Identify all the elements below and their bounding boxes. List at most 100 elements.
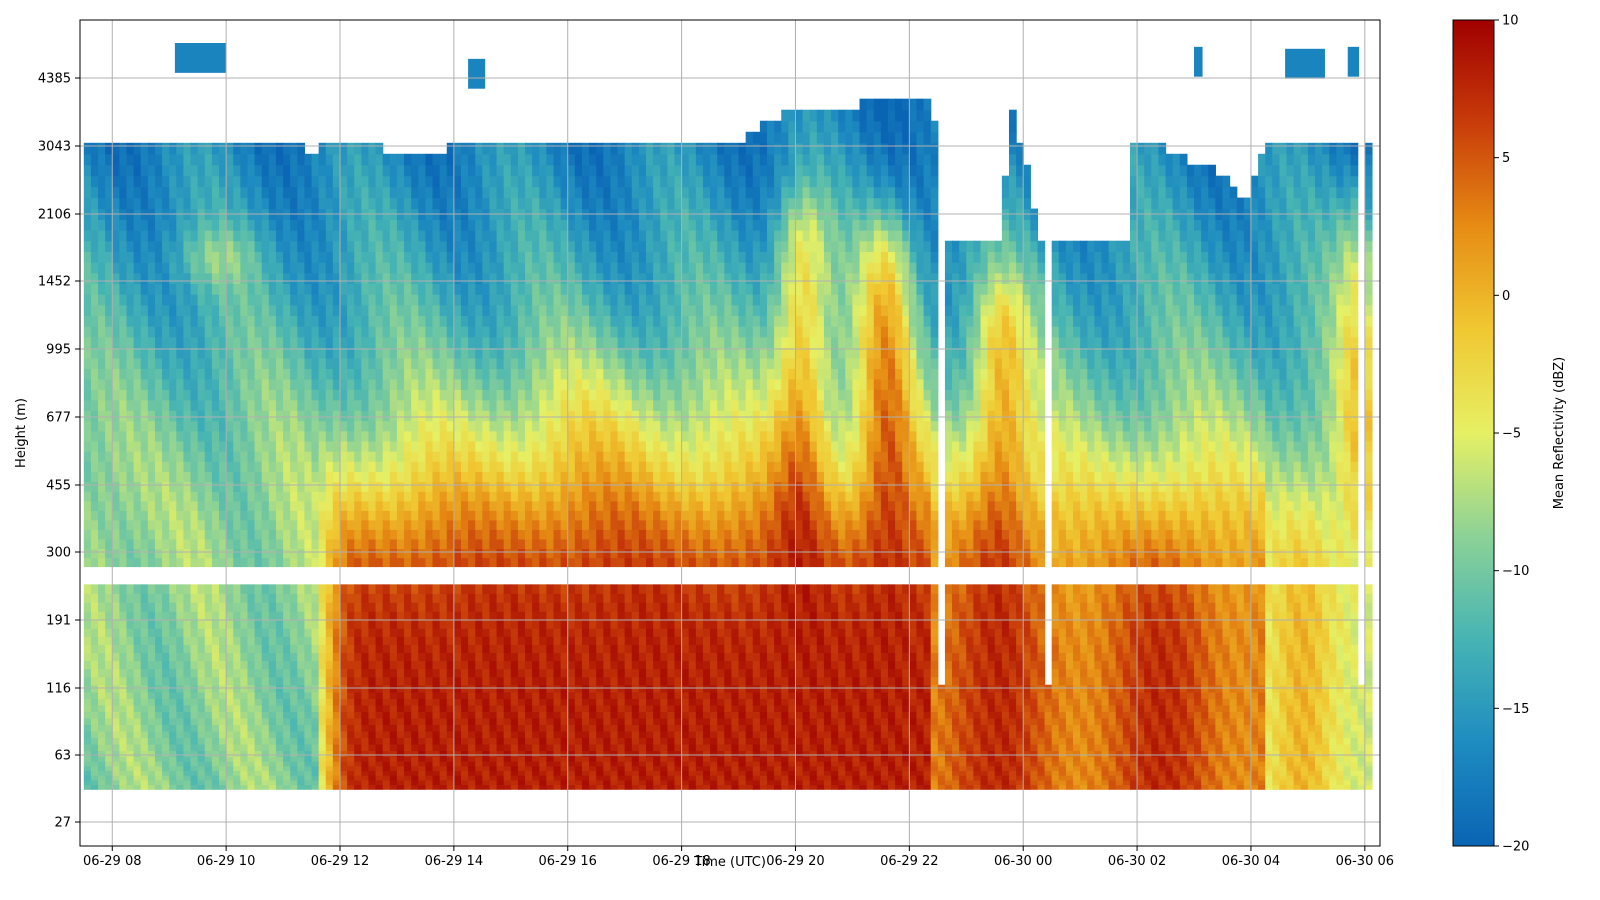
- heatmap-cell: [261, 251, 270, 263]
- heatmap-cell: [325, 548, 334, 559]
- heatmap-cell: [539, 724, 547, 732]
- heatmap-cell: [404, 283, 412, 295]
- heatmap-cell: [539, 717, 547, 725]
- heatmap-cell: [190, 368, 199, 380]
- heatmap-cell: [525, 676, 533, 686]
- heatmap-cell: [574, 336, 583, 349]
- heatmap-cell: [439, 684, 448, 693]
- heatmap-cell: [539, 142, 547, 155]
- heatmap-cell: [162, 491, 170, 502]
- heatmap-cell: [496, 357, 505, 369]
- heatmap-cell: [567, 389, 576, 401]
- heatmap-cell: [183, 272, 192, 285]
- heatmap-cell: [311, 251, 320, 263]
- heatmap-cell: [517, 691, 526, 699]
- heatmap-cell: [510, 584, 519, 594]
- heatmap-cell: [525, 368, 533, 380]
- heatmap-cell: [247, 620, 256, 629]
- heatmap-cell: [268, 538, 277, 550]
- heatmap-cell: [226, 519, 234, 530]
- heatmap-cell: [204, 668, 213, 678]
- heatmap-cell: [226, 451, 234, 462]
- heatmap-cell: [510, 283, 519, 295]
- heatmap-cell: [226, 676, 234, 686]
- heatmap-cell: [525, 684, 533, 693]
- heatmap-cell: [347, 628, 355, 637]
- heatmap-cell: [219, 652, 227, 662]
- heatmap-cell: [439, 410, 448, 422]
- heatmap-cell: [254, 628, 263, 637]
- heatmap-cell: [233, 164, 241, 177]
- heatmap-cell: [318, 775, 327, 781]
- heatmap-cell: [460, 593, 469, 603]
- heatmap-cell: [98, 737, 106, 745]
- heatmap-cell: [439, 378, 448, 390]
- heatmap-cell: [340, 761, 348, 767]
- heatmap-cell: [140, 251, 149, 263]
- heatmap-cell: [340, 602, 348, 612]
- heatmap-cell: [290, 602, 298, 612]
- heatmap-cell: [354, 691, 362, 699]
- heatmap-cell: [133, 519, 142, 530]
- heatmap-cell: [261, 304, 270, 317]
- heatmap-cell: [183, 684, 192, 693]
- heatmap-cell: [254, 557, 263, 568]
- heatmap-cell: [503, 779, 512, 786]
- heatmap-cell: [375, 197, 384, 210]
- heatmap-cell: [219, 399, 227, 411]
- heatmap-cell: [325, 602, 334, 612]
- heatmap-cell: [275, 461, 284, 472]
- heatmap-cell: [283, 294, 291, 306]
- heatmap-cell: [169, 519, 177, 530]
- heatmap-cell: [382, 430, 391, 442]
- heatmap-cell: [574, 294, 583, 306]
- heatmap-cell: [283, 684, 291, 693]
- heatmap-cell: [183, 548, 192, 559]
- heatmap-cell: [354, 660, 362, 670]
- heatmap-cell: [411, 230, 419, 242]
- heatmap-cell: [90, 756, 99, 762]
- heatmap-cell: [183, 357, 192, 369]
- heatmap-cell: [432, 676, 441, 686]
- heatmap-cell: [261, 326, 270, 338]
- heatmap-cell: [354, 272, 362, 285]
- heatmap-cell: [432, 779, 441, 786]
- heatmap-cell: [197, 538, 206, 550]
- heatmap-cell: [140, 326, 149, 338]
- heatmap-cell: [347, 602, 355, 612]
- heatmap-cell: [304, 730, 313, 738]
- heatmap-cell: [453, 153, 462, 166]
- heatmap-cell: [283, 628, 291, 637]
- heatmap-cell: [525, 378, 533, 390]
- heatmap-cell: [247, 175, 256, 188]
- heatmap-cell: [226, 668, 234, 678]
- heatmap-cell: [283, 750, 291, 757]
- heatmap-cell: [162, 668, 170, 678]
- heatmap-cell: [396, 471, 405, 483]
- heatmap-cell: [453, 711, 462, 719]
- heatmap-cell: [510, 420, 519, 432]
- heatmap-cell: [546, 378, 555, 390]
- heatmap-cell: [368, 251, 377, 263]
- heatmap-cell: [340, 691, 348, 699]
- heatmap-cell: [98, 272, 106, 285]
- heatmap-cell: [439, 691, 448, 699]
- heatmap-cell: [90, 461, 99, 472]
- heatmap-cell: [468, 142, 476, 155]
- heatmap-cell: [468, 602, 476, 612]
- heatmap-cell: [183, 461, 192, 472]
- heatmap-cell: [375, 175, 384, 188]
- heatmap-cell: [98, 660, 106, 670]
- heatmap-cell: [446, 519, 455, 530]
- heatmap-cell: [297, 230, 306, 242]
- heatmap-cell: [204, 294, 213, 306]
- heatmap-cell: [261, 430, 270, 442]
- heatmap-cell: [567, 440, 576, 452]
- heatmap-cell: [297, 602, 306, 612]
- heatmap-cell: [162, 602, 170, 612]
- heatmap-cell: [126, 711, 135, 719]
- heatmap-cell: [98, 652, 106, 662]
- heatmap-cell: [432, 336, 441, 349]
- heatmap-cell: [112, 704, 120, 712]
- heatmap-cell: [297, 420, 306, 432]
